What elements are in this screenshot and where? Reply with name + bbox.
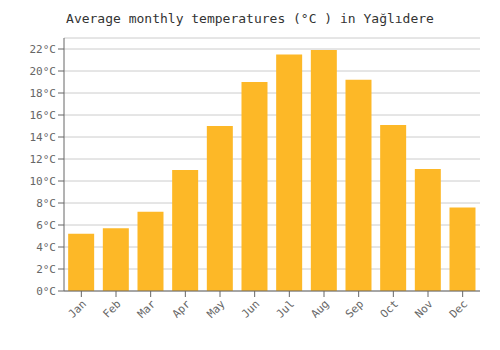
- svg-text:Jul: Jul: [274, 297, 297, 320]
- svg-text:18°C: 18°C: [30, 87, 57, 100]
- svg-text:Aug: Aug: [308, 297, 331, 320]
- svg-text:Mar: Mar: [135, 297, 159, 321]
- svg-text:6°C: 6°C: [36, 219, 56, 232]
- svg-text:22°C: 22°C: [30, 43, 57, 56]
- svg-text:16°C: 16°C: [30, 109, 57, 122]
- svg-text:10°C: 10°C: [30, 175, 57, 188]
- svg-text:20°C: 20°C: [30, 65, 57, 78]
- svg-text:4°C: 4°C: [36, 241, 56, 254]
- svg-text:Dec: Dec: [447, 297, 470, 320]
- svg-text:Oct: Oct: [378, 297, 401, 320]
- svg-text:Sep: Sep: [343, 297, 366, 320]
- svg-text:0°C: 0°C: [36, 285, 56, 298]
- svg-text:Apr: Apr: [170, 297, 194, 321]
- html-text:Average monthly temperatures (: Average monthly temperatures (°C ) in Ya…: [66, 11, 434, 26]
- svg-text:Nov: Nov: [412, 297, 436, 321]
- svg-text:12°C: 12°C: [30, 153, 57, 166]
- svg-text:8°C: 8°C: [36, 197, 56, 210]
- svg-text:14°C: 14°C: [30, 131, 57, 144]
- svg-text:May: May: [204, 297, 228, 321]
- svg-text:Jan: Jan: [66, 297, 89, 320]
- svg-text:Feb: Feb: [100, 297, 123, 320]
- svg-text:2°C: 2°C: [36, 263, 56, 276]
- svg-text:Jun: Jun: [239, 297, 262, 320]
